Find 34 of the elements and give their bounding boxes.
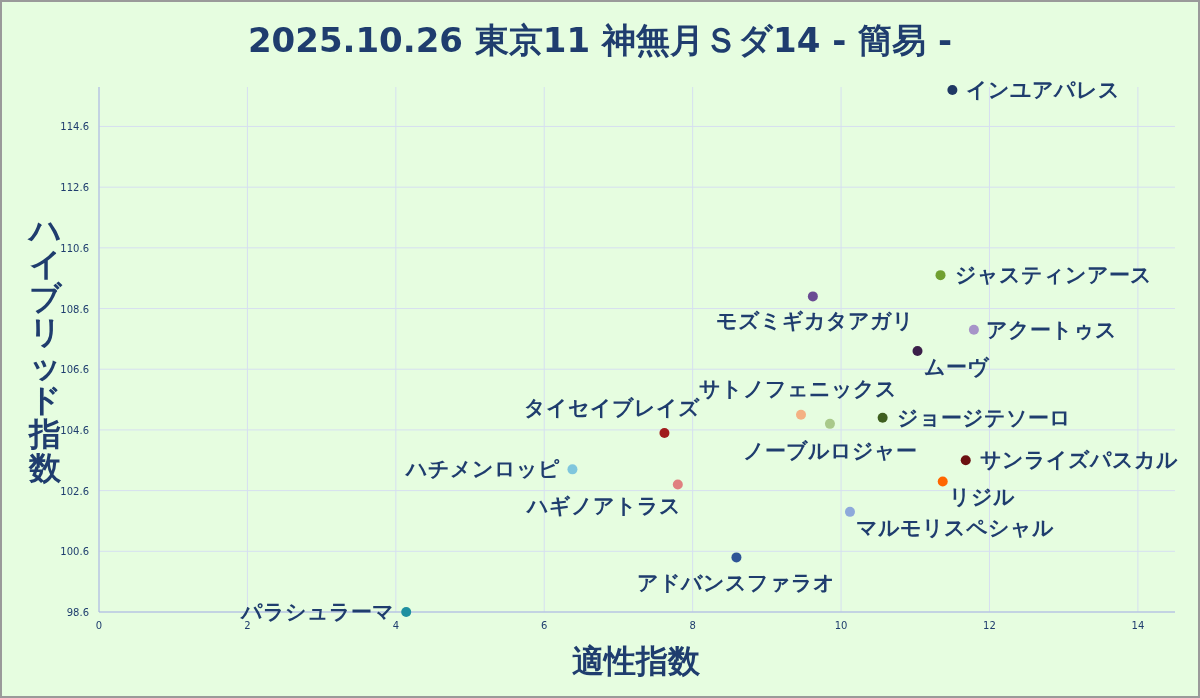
x-tick-label: 2 [244,620,251,631]
y-tick-label: 104.6 [60,424,89,436]
series-label: タイセイブレイズ [524,395,701,420]
y-tick-label: 112.6 [60,182,89,194]
series-label: ノーブルロジャー [742,438,917,463]
series-label: ムーヴ [923,355,990,380]
series-label: ジャスティンアース [954,263,1152,288]
series-label: モズミギカタアガリ [715,309,914,334]
y-tick-label: 102.6 [60,485,89,497]
series-label: リジル [948,484,1015,509]
series-label: サンライズパスカル [979,448,1178,473]
series-label: ジョージテソーロ [896,405,1071,430]
x-tick-label: 12 [983,620,996,631]
series-label: アクートゥス [985,317,1117,342]
y-tick-label: 110.6 [60,242,89,254]
x-tick-label: 14 [1131,620,1145,631]
series-label: インユアパレス [966,78,1121,103]
series-label: マルモリスペシャル [855,515,1054,540]
x-tick-label: 10 [834,620,848,631]
series-label: アドバンスファラオ [637,571,836,596]
y-tick-label: 108.6 [60,303,89,315]
series-label: ハギノアトラス [524,493,681,518]
y-tick-label: 114.6 [60,121,89,133]
x-tick-label: 4 [392,620,400,631]
series-label: サトノフェニックス [699,376,897,401]
series-label: ハチメンロッピ [404,457,561,482]
y-tick-label: 98.6 [66,607,89,618]
x-axis-title: 適性指数 [572,642,701,680]
y-tick-label: 106.6 [60,364,89,376]
x-tick-label: 0 [95,620,103,631]
x-tick-label: 8 [689,620,696,631]
x-tick-label: 6 [541,620,548,631]
y-tick-label: 100.6 [60,546,89,558]
chart-title: 2025.10.26 東京11 神無月Ｓダ14 - 簡易 - [247,20,953,60]
